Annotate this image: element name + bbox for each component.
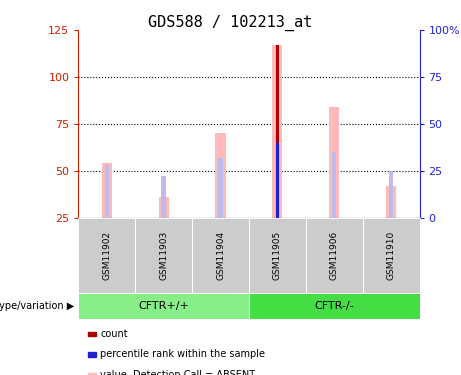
Bar bbox=[329, 107, 339, 218]
Text: GSM11903: GSM11903 bbox=[159, 230, 168, 280]
Text: value, Detection Call = ABSENT: value, Detection Call = ABSENT bbox=[100, 370, 255, 375]
Text: GSM11904: GSM11904 bbox=[216, 230, 225, 280]
Bar bbox=[78, 217, 135, 292]
Bar bbox=[389, 171, 393, 217]
Text: percentile rank within the sample: percentile rank within the sample bbox=[100, 350, 266, 359]
Text: GSM11905: GSM11905 bbox=[273, 230, 282, 280]
Bar bbox=[102, 163, 112, 218]
Text: GSM11902: GSM11902 bbox=[102, 230, 111, 280]
Bar bbox=[215, 133, 225, 218]
Bar bbox=[192, 217, 249, 292]
Bar bbox=[105, 165, 109, 218]
Bar bbox=[363, 217, 420, 292]
Bar bbox=[135, 217, 192, 292]
Bar bbox=[249, 217, 306, 292]
Bar bbox=[276, 142, 279, 218]
Text: GDS588 / 102213_at: GDS588 / 102213_at bbox=[148, 15, 313, 31]
Text: GSM11906: GSM11906 bbox=[330, 230, 339, 280]
Bar bbox=[306, 217, 363, 292]
Bar bbox=[249, 292, 420, 319]
Bar bbox=[159, 197, 169, 217]
Text: count: count bbox=[100, 329, 128, 339]
Bar bbox=[275, 142, 280, 218]
Text: CFTR+/+: CFTR+/+ bbox=[138, 301, 189, 310]
Bar bbox=[161, 176, 166, 218]
Bar bbox=[218, 158, 223, 218]
Bar bbox=[272, 45, 283, 218]
Text: genotype/variation ▶: genotype/variation ▶ bbox=[0, 301, 74, 310]
Bar bbox=[78, 292, 249, 319]
Bar bbox=[276, 45, 279, 218]
Bar bbox=[332, 152, 337, 217]
Text: GSM11910: GSM11910 bbox=[387, 230, 396, 280]
Bar bbox=[386, 186, 396, 218]
Text: CFTR-/-: CFTR-/- bbox=[314, 301, 354, 310]
